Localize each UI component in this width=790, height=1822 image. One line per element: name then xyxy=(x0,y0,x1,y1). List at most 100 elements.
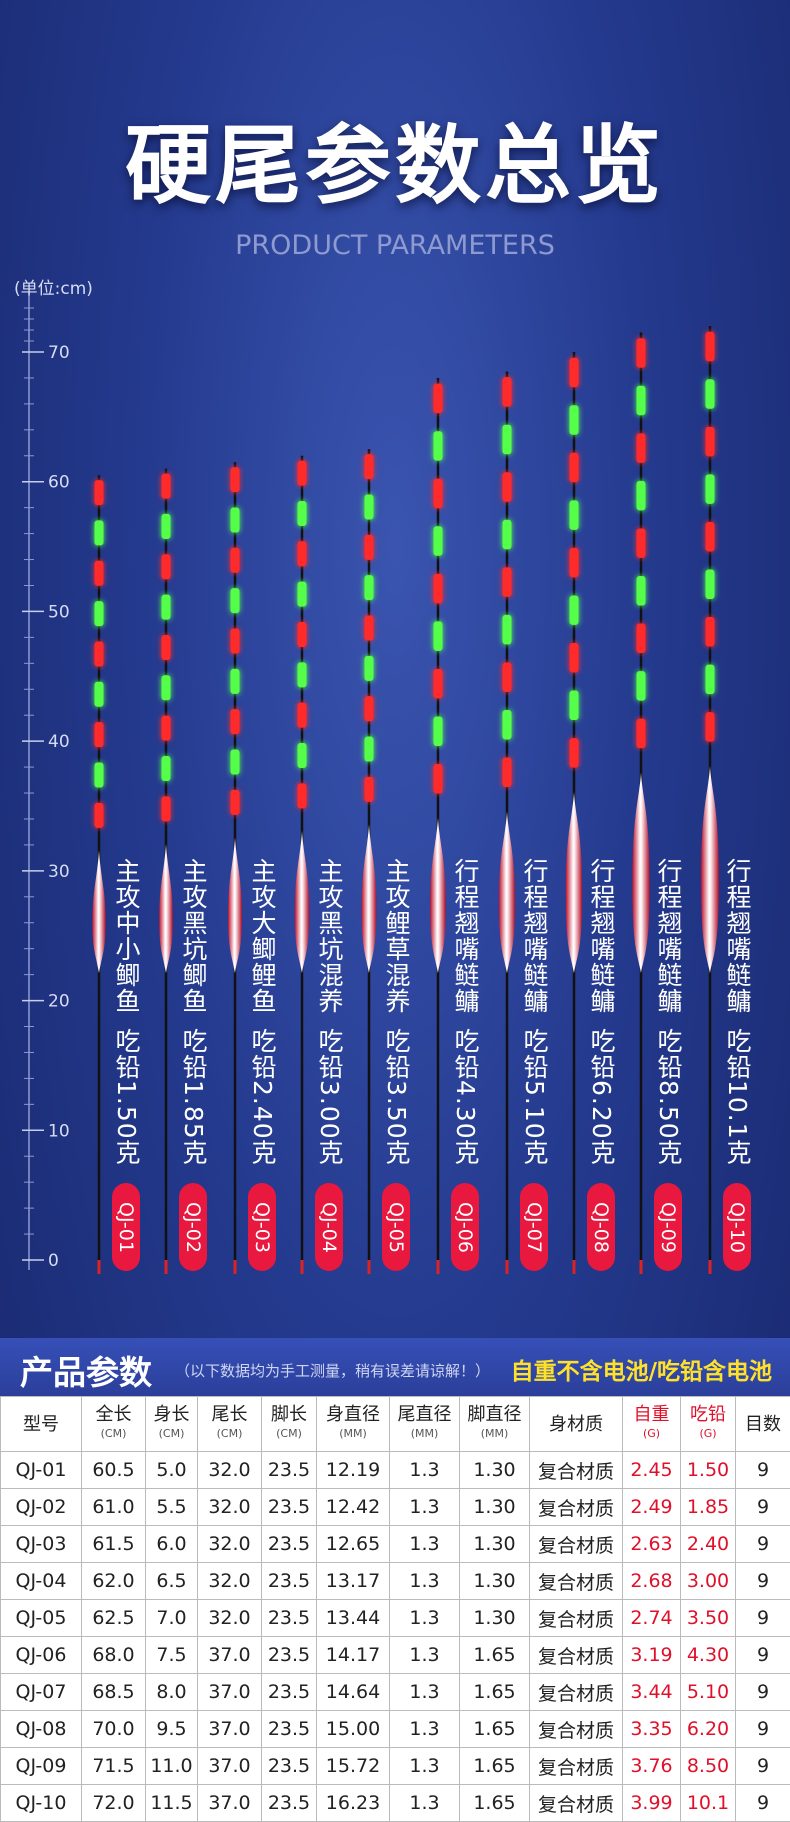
table-cell: 1.30 xyxy=(459,1599,530,1637)
table-cell: 3.19 xyxy=(622,1636,681,1674)
table-row: QJ-03 61.5 6.0 32.0 23.5 12.65 1.3 1.30 复合材质 2.63… xyxy=(0,1525,790,1563)
unit-label: (单位:cm) xyxy=(14,279,93,299)
table-cell: 1.65 xyxy=(459,1784,530,1822)
table-cell: QJ-04 xyxy=(0,1562,82,1600)
table-cell: QJ-07 xyxy=(0,1673,82,1711)
float-lead: 吃铅8.50克 xyxy=(654,1028,683,1166)
table-cell: 11.0 xyxy=(145,1747,198,1785)
table-row: QJ-05 62.5 7.0 32.0 23.5 13.44 1.3 1.30 复合材质 2.74… xyxy=(0,1599,790,1637)
table-cell: 37.0 xyxy=(197,1673,262,1711)
float-segment xyxy=(230,749,240,775)
float-segment xyxy=(705,664,715,695)
table-cell: 复合材质 xyxy=(529,1747,623,1785)
float-segment xyxy=(636,575,646,606)
table-cell: 16.23 xyxy=(316,1784,390,1822)
float-segment xyxy=(161,554,171,580)
float-segment xyxy=(636,528,646,558)
column-header: 全长 (CM) xyxy=(81,1396,146,1452)
table-cell: 70.0 xyxy=(81,1710,146,1748)
float-segment xyxy=(636,671,646,701)
float-segment xyxy=(502,519,512,550)
float xyxy=(430,377,446,1274)
float-segment xyxy=(705,521,715,552)
float-lead: 吃铅6.20克 xyxy=(587,1028,616,1166)
float-segment xyxy=(502,424,512,455)
table-cell: 1.3 xyxy=(389,1451,460,1489)
table-cell: QJ-05 xyxy=(0,1599,82,1637)
float-segment xyxy=(569,547,579,578)
table-cell: QJ-09 xyxy=(0,1747,82,1785)
table-cell: 9 xyxy=(735,1525,790,1563)
table-cell: 23.5 xyxy=(261,1488,317,1526)
table-cell: 61.5 xyxy=(81,1525,146,1563)
table-cell: 32.0 xyxy=(197,1451,262,1489)
float-segment xyxy=(705,474,715,504)
float-segment xyxy=(161,755,171,781)
float-target: 主攻中小鲫鱼 xyxy=(112,858,141,1014)
float-lead: 吃铅2.40克 xyxy=(248,1028,277,1166)
float-segment xyxy=(297,702,307,728)
table-cell: 1.65 xyxy=(459,1636,530,1674)
column-unit: (MM) xyxy=(480,1427,509,1440)
column-header: 身直径 (MM) xyxy=(316,1396,390,1452)
float-segment xyxy=(230,467,240,493)
title: 硬尾参数总览 xyxy=(125,116,665,216)
float-segment xyxy=(297,541,307,567)
table-cell: QJ-03 xyxy=(0,1525,82,1563)
table-cell: 37.0 xyxy=(197,1636,262,1674)
table-cell: 3.44 xyxy=(622,1673,681,1711)
table-row: QJ-10 72.0 11.5 37.0 23.5 16.23 1.3 1.65 复合材质 3.9… xyxy=(0,1784,790,1822)
table-cell: 23.5 xyxy=(261,1747,317,1785)
table-cell: 1.3 xyxy=(389,1747,460,1785)
table-cell: 68.5 xyxy=(81,1673,146,1711)
table-cell: 1.65 xyxy=(459,1747,530,1785)
column-label: 尾长 xyxy=(211,1404,248,1425)
float-target: 行程翘嘴鲢鳙 xyxy=(723,858,752,1014)
float-target: 主攻鲤草混养 xyxy=(382,858,411,1014)
column-header: 尾直径 (MM) xyxy=(389,1396,460,1452)
ruler-label: 30 xyxy=(48,862,70,882)
float-segment xyxy=(433,668,443,699)
table-cell: 15.72 xyxy=(316,1747,390,1785)
table-cell: 37.0 xyxy=(197,1784,262,1822)
table-cell: 1.85 xyxy=(680,1488,736,1526)
float-segment xyxy=(636,480,646,511)
float-segment xyxy=(364,736,374,762)
table-cell: 1.65 xyxy=(459,1710,530,1748)
float-segment xyxy=(161,513,171,539)
float-code: QJ-09 xyxy=(654,1183,682,1271)
table-cell: 复合材质 xyxy=(529,1488,623,1526)
float-segment xyxy=(161,715,171,741)
table-cell: 2.63 xyxy=(622,1525,681,1563)
column-label: 脚直径 xyxy=(467,1404,522,1425)
column-header: 型号 xyxy=(0,1396,82,1452)
table-cell: 9 xyxy=(735,1710,790,1748)
float-segment xyxy=(433,621,443,651)
column-label: 身直径 xyxy=(326,1404,380,1425)
table-cell: 1.3 xyxy=(389,1525,460,1563)
float-segment xyxy=(364,575,374,601)
float-code: QJ-01 xyxy=(112,1183,140,1271)
float-segment xyxy=(433,383,443,414)
column-label: 全长 xyxy=(95,1404,132,1425)
table-title: 产品参数 xyxy=(20,1353,152,1392)
column-header: 身材质 xyxy=(529,1396,623,1452)
float-body xyxy=(632,772,650,974)
table-cell: 72.0 xyxy=(81,1784,146,1822)
table-cell: 23.5 xyxy=(261,1599,317,1637)
float xyxy=(632,332,650,1274)
table-cell: 62.0 xyxy=(81,1562,146,1600)
column-header: 自重 (G) xyxy=(622,1396,681,1452)
table-cell: 32.0 xyxy=(197,1562,262,1600)
float-segment xyxy=(433,431,443,461)
float xyxy=(159,468,173,1274)
ruler-label: 70 xyxy=(48,343,70,363)
float-target: 主攻黑坑鲫鱼 xyxy=(179,858,208,1014)
table-cell: 1.3 xyxy=(389,1562,460,1600)
table-cell: 68.0 xyxy=(81,1636,146,1674)
float-code: QJ-06 xyxy=(451,1183,479,1271)
table-cell: 15.00 xyxy=(316,1710,390,1748)
float-segment xyxy=(94,722,104,748)
float-segment xyxy=(502,662,512,692)
